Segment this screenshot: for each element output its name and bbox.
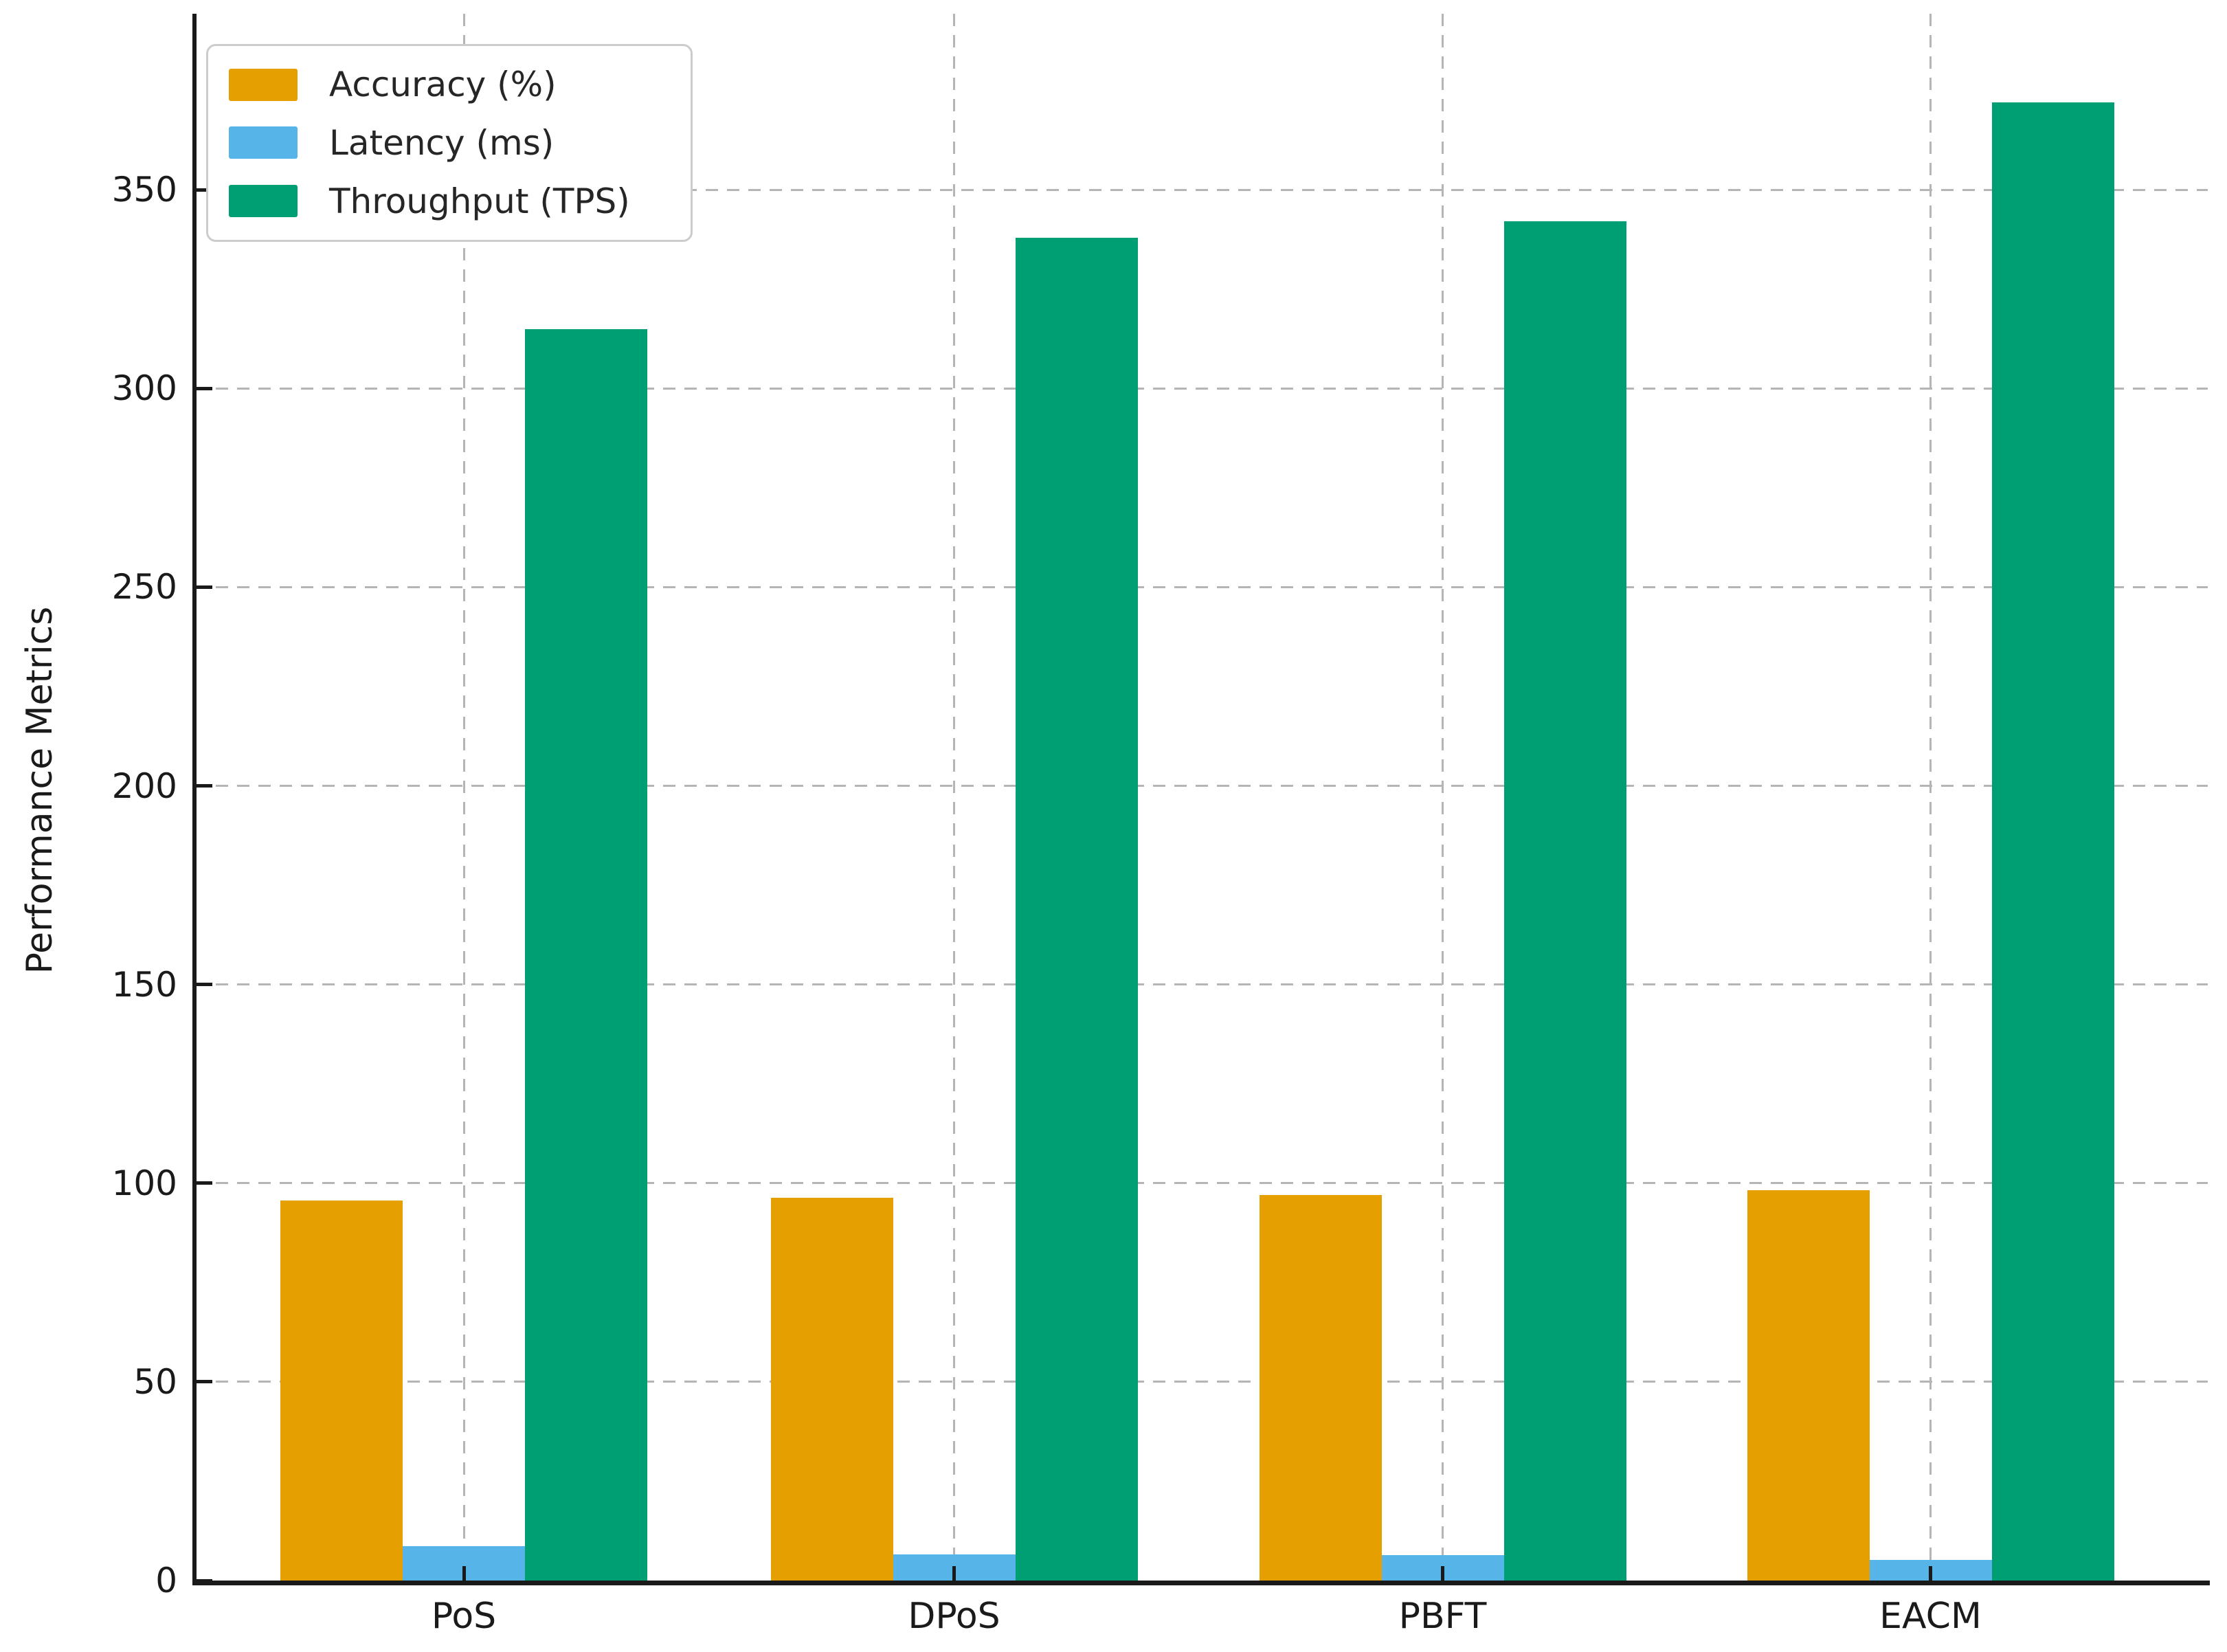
- x-tick-PoS: [462, 1566, 466, 1583]
- x-tick-label-DPoS: DPoS: [908, 1596, 1000, 1637]
- y-tick-100: [194, 1181, 212, 1185]
- legend-label-throughput: Throughput (TPS): [329, 181, 630, 221]
- bar-dpos-accuracy: [770, 1198, 893, 1581]
- v-gridline-DPoS: [953, 14, 955, 1581]
- bar-dpos-throughput: [1015, 237, 1138, 1581]
- y-tick-250: [194, 585, 212, 589]
- legend-item-accuracy: Accuracy (%): [229, 65, 670, 104]
- h-gridline-250: [194, 585, 2208, 588]
- bar-pos-throughput: [525, 328, 647, 1581]
- legend-label-accuracy: Accuracy (%): [329, 65, 557, 105]
- y-tick-label-100: 100: [111, 1163, 177, 1203]
- legend: Accuracy (%) Latency (ms) Throughput (TP…: [206, 44, 693, 242]
- legend-swatch-latency: [229, 126, 298, 159]
- x-tick-label-PoS: PoS: [431, 1596, 497, 1637]
- legend-label-latency: Latency (ms): [329, 122, 555, 163]
- gridlines-layer: [194, 14, 2208, 1581]
- x-tick-label-PBFT: PBFT: [1398, 1596, 1487, 1637]
- bar-pos-accuracy: [280, 1201, 403, 1581]
- y-tick-label-300: 300: [111, 368, 177, 409]
- bars-layer: [194, 14, 2208, 1581]
- y-tick-label-200: 200: [111, 766, 177, 806]
- plot-area: [194, 14, 2208, 1581]
- legend-item-throughput: Throughput (TPS): [229, 181, 670, 221]
- v-gridline-PoS: [462, 14, 465, 1581]
- y-tick-50: [194, 1380, 212, 1384]
- legend-item-latency: Latency (ms): [229, 123, 670, 163]
- y-tick-label-0: 0: [155, 1561, 177, 1600]
- h-gridline-200: [194, 785, 2208, 788]
- y-tick-200: [194, 784, 212, 788]
- legend-swatch-throughput: [229, 185, 298, 218]
- y-tick-0: [194, 1578, 212, 1583]
- y-tick-label-150: 150: [111, 964, 177, 1005]
- bar-pbft-accuracy: [1259, 1195, 1382, 1581]
- v-gridline-PBFT: [1442, 14, 1444, 1581]
- x-tick-PBFT: [1441, 1566, 1444, 1583]
- h-gridline-100: [194, 1182, 2208, 1185]
- bar-pbft-throughput: [1503, 221, 1626, 1581]
- h-gridline-350: [194, 188, 2208, 191]
- v-gridline-EACM: [1929, 14, 1932, 1581]
- h-gridline-300: [194, 387, 2208, 390]
- y-tick-label-50: 50: [133, 1361, 177, 1402]
- y-tick-label-350: 350: [111, 170, 177, 210]
- y-tick-150: [194, 983, 212, 987]
- y-tick-label-250: 250: [111, 567, 177, 607]
- h-gridline-150: [194, 983, 2208, 986]
- bar-eacm-throughput: [1991, 102, 2114, 1581]
- y-tick-350: [194, 188, 212, 192]
- bar-eacm-accuracy: [1747, 1190, 1870, 1581]
- h-gridline-50: [194, 1381, 2208, 1383]
- y-tick-300: [194, 386, 212, 390]
- y-axis-spine: [192, 14, 197, 1583]
- x-tick-label-EACM: EACM: [1879, 1596, 1982, 1637]
- legend-swatch-accuracy: [229, 68, 298, 101]
- x-axis-spine: [192, 1581, 2210, 1585]
- x-tick-DPoS: [952, 1566, 956, 1583]
- x-tick-EACM: [1929, 1566, 1932, 1583]
